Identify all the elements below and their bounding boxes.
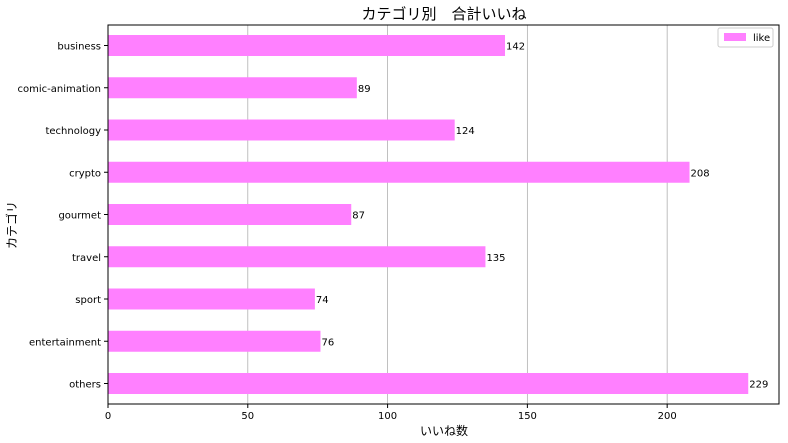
y-axis-label: カテゴリ [4,201,19,249]
bars [108,35,749,394]
x-tick-label: 150 [518,411,537,422]
bar-comic-animation [108,77,357,99]
data-label-travel: 135 [486,253,505,264]
y-tick-label-entertainment: entertainment [29,337,101,348]
chart-title: カテゴリ別 合計いいね [361,5,526,23]
bar-crypto [108,161,690,183]
data-label-business: 142 [506,42,525,53]
bar-others [108,373,749,394]
bar-sport [108,288,315,310]
data-label-gourmet: 87 [352,211,365,222]
plot-frame [107,24,780,405]
bar-technology [108,119,455,141]
data-labels: 142 89 124 208 87 135 74 76 229 [316,42,768,391]
x-tick-label: 100 [378,411,397,422]
data-label-crypto: 208 [691,168,710,179]
legend-label: like [753,33,770,44]
y-tick-label-travel: travel [72,253,101,264]
y-tick-label-others: others [69,380,101,391]
x-tick-label: 0 [105,411,111,422]
data-label-comic-animation: 89 [358,84,371,95]
bar-travel [108,246,486,268]
y-axis-ticks: business comic-animation technology crypto g… [17,42,108,391]
legend-swatch [724,33,746,41]
data-label-others: 229 [749,380,768,391]
x-tick-label: 50 [241,411,254,422]
data-label-entertainment: 76 [321,337,334,348]
legend: like [717,27,774,48]
y-tick-label-gourmet: gourmet [58,211,101,222]
x-tick-label: 200 [658,411,677,422]
y-tick-label-sport: sport [75,295,101,306]
x-axis-ticks: 0 50 100 150 200 [105,404,677,422]
y-tick-label-business: business [57,42,101,53]
bar-gourmet [108,204,352,225]
y-tick-label-crypto: crypto [69,168,101,179]
y-tick-label-comic-animation: comic-animation [17,84,101,95]
x-axis-label: いいね数 [420,423,468,438]
data-label-technology: 124 [456,126,475,137]
data-label-sport: 74 [316,295,329,306]
y-tick-label-technology: technology [45,126,101,137]
bar-business [108,35,506,56]
bar-entertainment [108,330,321,352]
